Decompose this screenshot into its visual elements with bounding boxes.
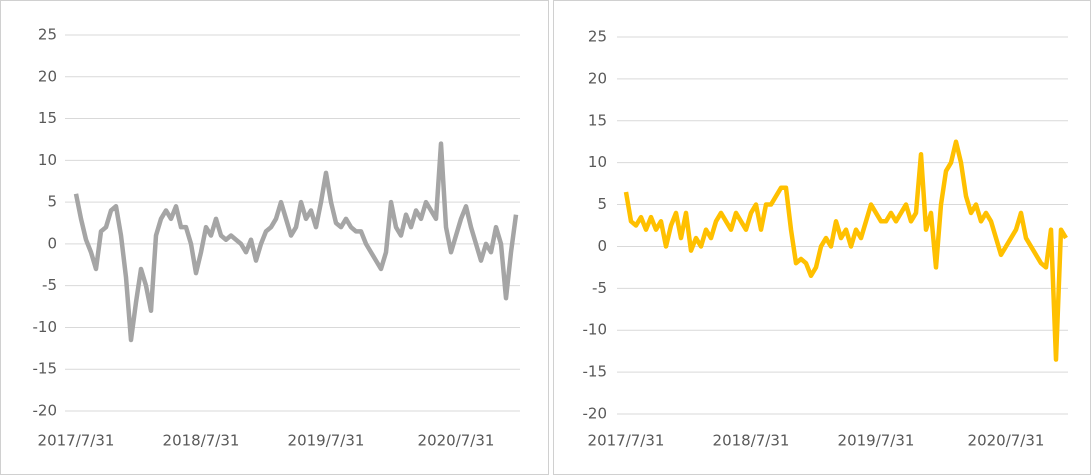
y-tick-label: -20 (583, 405, 608, 423)
x-tick-label: 2017/7/31 (588, 432, 665, 450)
y-tick-label: -10 (583, 321, 608, 339)
y-tick-label: -15 (33, 360, 58, 378)
y-tick-label: -5 (42, 276, 57, 294)
y-tick-label: -5 (592, 279, 607, 297)
y-tick-label: -20 (33, 402, 58, 420)
y-tick-label: 10 (588, 153, 607, 171)
right-panel (553, 0, 1091, 475)
y-tick-label: -10 (33, 318, 58, 336)
y-tick-label: 10 (38, 151, 57, 169)
y-tick-label: 0 (597, 237, 607, 255)
y-tick-label: 15 (588, 111, 607, 129)
y-tick-label: 0 (47, 234, 57, 252)
x-tick-label: 2019/7/31 (288, 432, 365, 450)
x-tick-label: 2020/7/31 (418, 432, 495, 450)
y-tick-label: 25 (588, 28, 607, 46)
y-tick-label: 20 (588, 69, 607, 87)
y-tick-label: 20 (38, 67, 57, 85)
y-tick-label: 25 (38, 26, 57, 44)
x-tick-label: 2018/7/31 (163, 432, 240, 450)
data-line (623, 139, 1068, 362)
data-line (73, 141, 519, 343)
x-tick-label: 2019/7/31 (838, 432, 915, 450)
x-tick-label: 2020/7/31 (968, 432, 1045, 450)
y-tick-label: 5 (597, 195, 607, 213)
y-tick-label: -15 (583, 363, 608, 381)
y-tick-label: 15 (38, 109, 57, 127)
y-tick-label: 5 (47, 193, 57, 211)
left-panel (0, 0, 549, 475)
x-tick-label: 2018/7/31 (713, 432, 790, 450)
x-tick-label: 2017/7/31 (38, 432, 115, 450)
